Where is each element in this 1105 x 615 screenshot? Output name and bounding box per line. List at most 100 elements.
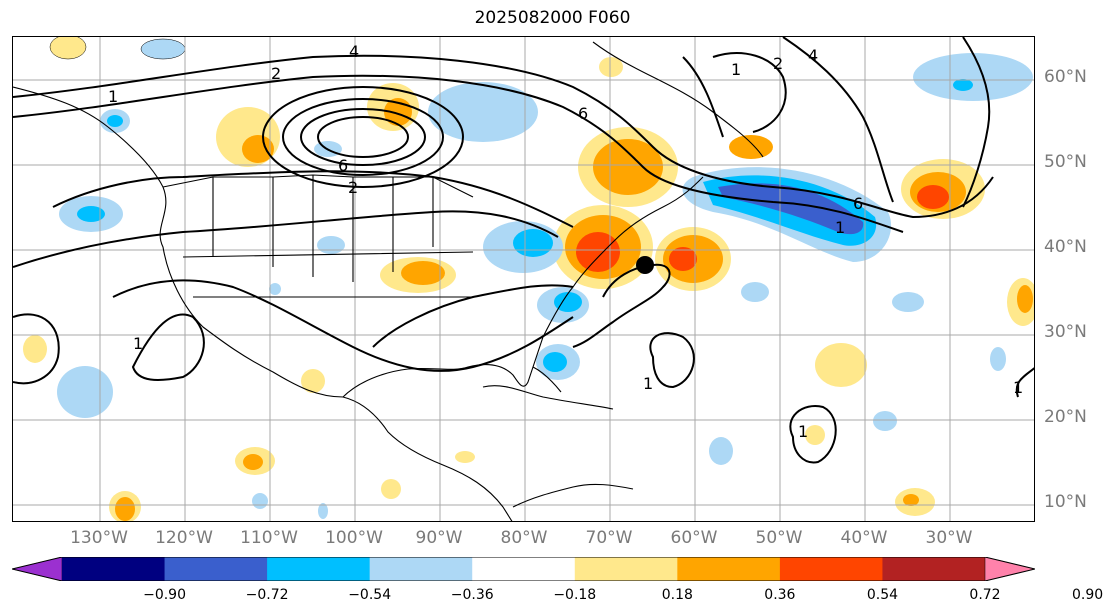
colorbar-tick-label: −0.90 [143, 587, 186, 603]
fill-negative [718, 183, 864, 235]
map-title: 2025082000 F060 [474, 8, 631, 28]
fill-negative [269, 283, 281, 295]
fill-positive [23, 335, 47, 363]
contour-label: 6 [853, 194, 863, 213]
fill-positive [243, 454, 263, 470]
contour-label: 6 [338, 156, 348, 175]
contour-label: 1 [643, 374, 653, 393]
contour-label: 2 [271, 64, 281, 83]
colorbar-segment [472, 557, 576, 581]
fill-negative [513, 229, 553, 257]
colorbar-extend-low [12, 557, 63, 581]
fill-negative [892, 292, 924, 312]
colorbar-segment [369, 557, 473, 581]
lat-label: 40°N [1044, 237, 1087, 257]
fill-positive [729, 135, 773, 159]
fill-positive [242, 135, 274, 163]
colorbar-tick-label: −0.18 [553, 587, 597, 603]
contour-label: 1 [133, 334, 143, 353]
fill-positive [49, 37, 87, 60]
lon-label: 120°W [155, 528, 213, 548]
fill-negative [543, 352, 567, 372]
lat-label: 50°N [1044, 152, 1087, 172]
fill-positive [301, 369, 325, 393]
fill-positive [917, 185, 949, 209]
contour-label: 4 [808, 46, 818, 65]
fill-negative [990, 347, 1006, 371]
lat-label: 10°N [1044, 492, 1087, 512]
colorbar-segment [164, 557, 268, 581]
colorbar-segment [677, 557, 781, 581]
fill-negative [953, 79, 973, 91]
fill-negative [252, 493, 268, 509]
colorbar-extend-high [984, 557, 1035, 581]
fill-negative [873, 411, 897, 431]
lon-label: 60°W [670, 528, 718, 548]
contour-label: 2 [348, 178, 358, 197]
colorbar-segment [574, 557, 678, 581]
fill-negative [140, 38, 186, 60]
contour-label: 2 [773, 54, 783, 73]
anomaly-fills [23, 37, 1034, 521]
fill-negative [709, 437, 733, 465]
lon-label: 50°W [755, 528, 803, 548]
lat-label: 30°N [1044, 322, 1087, 342]
lat-label: 60°N [1044, 67, 1087, 87]
fill-negative [318, 503, 328, 519]
fill-negative [317, 236, 345, 254]
fill-negative [77, 206, 105, 222]
colorbar-tick-label: 0.90 [1071, 587, 1104, 603]
contour-label: 1 [108, 87, 118, 106]
fill-positive [381, 479, 401, 499]
fill-positive [576, 232, 620, 272]
lon-label: 40°W [840, 528, 888, 548]
fill-negative [554, 292, 582, 312]
lon-label: 80°W [500, 528, 548, 548]
fill-positive [115, 497, 135, 521]
fill-positive [903, 494, 919, 506]
coastlines [13, 41, 764, 521]
colorbar-tick-label: 0.36 [764, 587, 796, 603]
map-panel: 1 2 4 6 2 6 1 2 4 1 6 1 1 1 1 [12, 36, 1035, 522]
map-canvas: 1 2 4 6 2 6 1 2 4 1 6 1 1 1 1 [13, 37, 1034, 521]
colorbar-segment [882, 557, 986, 581]
fill-negative [741, 282, 769, 302]
lon-label: 130°W [70, 528, 128, 548]
fill-positive [1017, 285, 1033, 313]
contours [13, 37, 1034, 464]
colorbar-tick-label: −0.36 [450, 587, 494, 603]
lon-label: 70°W [585, 528, 633, 548]
contour-label: 1 [835, 218, 845, 237]
graticule [13, 37, 1034, 521]
lon-label: 90°W [415, 528, 463, 548]
colorbar-segment [267, 557, 371, 581]
low-center-marker [636, 256, 654, 274]
colorbar-tick-label: −0.54 [348, 587, 392, 603]
fill-negative [107, 115, 123, 127]
fill-positive [805, 425, 825, 445]
colorbar-segment [779, 557, 883, 581]
contour-label: 1 [731, 60, 741, 79]
fill-positive [599, 57, 623, 77]
colorbar-segment [62, 557, 166, 581]
lon-label: 110°W [240, 528, 298, 548]
fill-positive [669, 247, 697, 271]
colorbar [12, 557, 1035, 581]
fill-negative [913, 53, 1033, 101]
fill-positive [401, 261, 445, 285]
colorbar-tick-label: −0.72 [245, 587, 289, 603]
lon-label: 30°W [925, 528, 973, 548]
contour-label: 4 [349, 42, 359, 61]
fill-negative [57, 366, 113, 418]
lat-label: 20°N [1044, 407, 1087, 427]
colorbar-tick-label: 0.72 [969, 587, 1001, 603]
contour-label: 1 [798, 422, 808, 441]
fill-positive [455, 451, 475, 463]
colorbar-tick-label: 0.18 [661, 587, 693, 603]
contour-labels: 1 2 4 6 2 6 1 2 4 1 6 1 1 1 1 [108, 42, 1023, 441]
contour-label: 6 [578, 104, 588, 123]
lon-label: 100°W [325, 528, 383, 548]
contour-label: 1 [1013, 378, 1023, 397]
fill-positive [815, 343, 867, 387]
colorbar-tick-label: 0.54 [866, 587, 899, 603]
